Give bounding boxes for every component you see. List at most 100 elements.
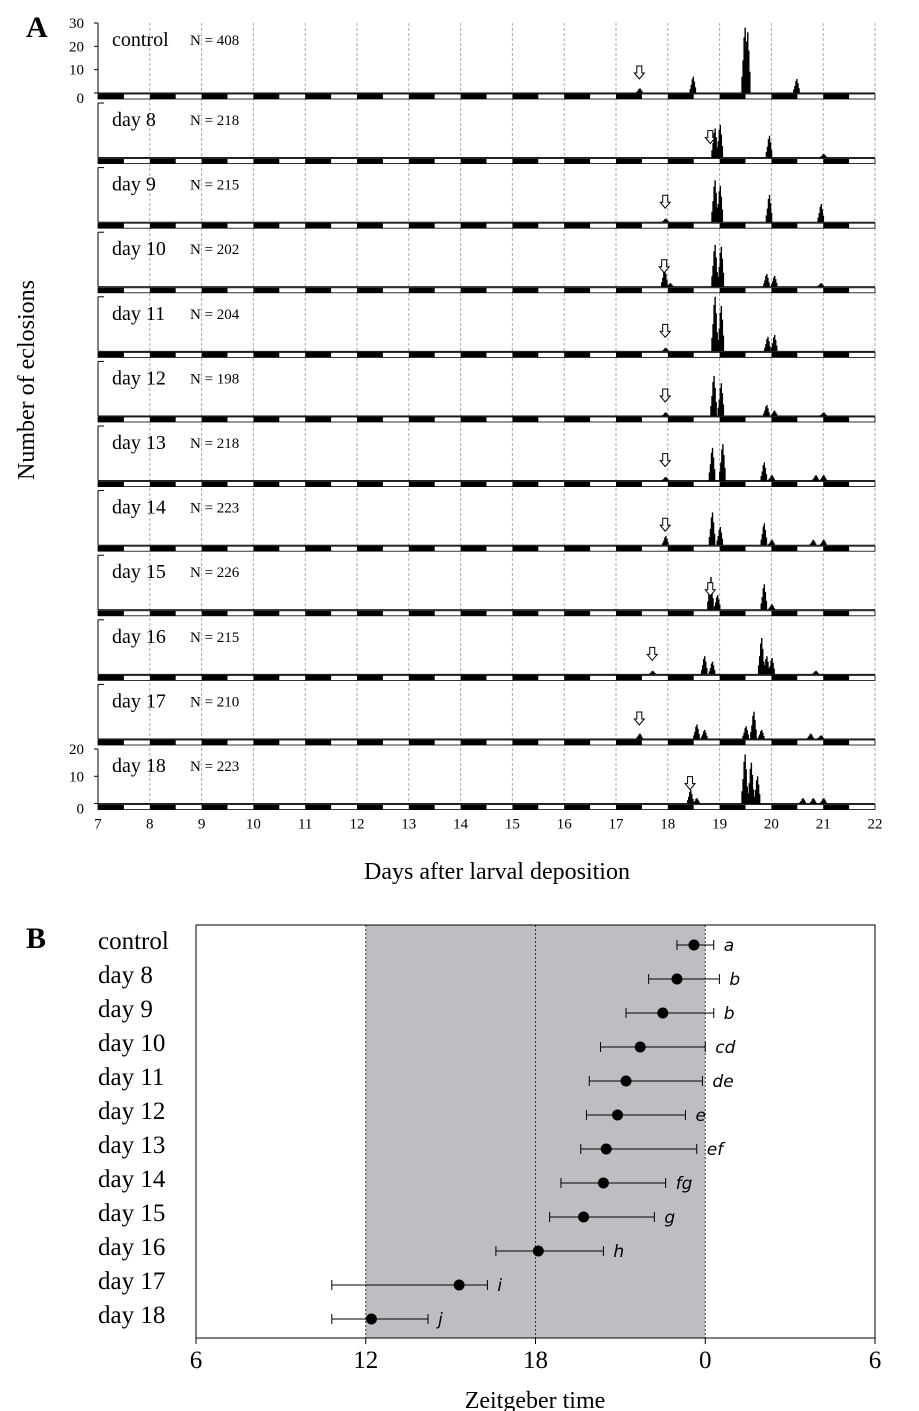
dark-phase-block (305, 675, 332, 681)
dark-phase-block (771, 546, 798, 552)
eclosion-bar (768, 543, 770, 546)
eclosion-bar (715, 137, 717, 158)
eclosion-bar (772, 277, 775, 287)
eclosion-bar (810, 800, 813, 804)
mean-point (365, 1313, 377, 1325)
dark-phase-block (305, 804, 332, 810)
eclosion-bar (820, 479, 822, 481)
eclosion-bar (818, 213, 820, 223)
dark-phase-block (823, 352, 850, 358)
y-tick-label: 0 (77, 91, 85, 107)
eclosion-bar (793, 89, 795, 93)
eclosion-bar (764, 665, 766, 675)
eclosion-bar (712, 143, 714, 158)
eclosion-bar (746, 786, 748, 804)
significance-letter: fg (676, 1174, 693, 1194)
eclosion-bar (748, 50, 750, 93)
eclosion-bar (775, 279, 777, 287)
dark-phase-block (512, 417, 539, 422)
dark-phase-block (667, 287, 694, 293)
eclosion-bar (764, 280, 766, 287)
y-tick-label: 10 (69, 63, 84, 79)
first-eclosion-arrow (659, 323, 672, 339)
eclosion-bar (665, 536, 667, 546)
dark-phase-block (616, 417, 642, 422)
panel-b-letter: B (26, 922, 46, 955)
eclosion-bar (763, 669, 765, 675)
dark-phase-block (460, 610, 487, 616)
eclosion-bar (761, 638, 763, 675)
first-eclosion-arrow (633, 711, 646, 726)
eclosion-bar (772, 605, 774, 610)
eclosion-bar (724, 467, 726, 481)
dark-phase-block (357, 546, 383, 552)
series-n-label: N = 218 (190, 113, 239, 129)
eclosion-bar (776, 345, 778, 352)
dark-phase-block (512, 158, 539, 164)
eclosion-bar (771, 604, 773, 610)
eclosion-bar (711, 512, 714, 546)
eclosion-bar (820, 204, 823, 223)
dark-phase-block (201, 675, 228, 681)
eclosion-bar (691, 794, 693, 804)
first-eclosion-arrow (633, 65, 646, 80)
eclosion-bar (758, 794, 761, 804)
dark-phase-block (564, 481, 591, 487)
eclosion-bar (817, 285, 819, 287)
dark-phase-block (149, 804, 176, 810)
dark-phase-block (719, 546, 746, 552)
eclosion-bar (760, 731, 762, 739)
eclosion-bar (811, 798, 814, 804)
eclosion-bar (762, 648, 764, 675)
eclosion-bar (716, 272, 718, 287)
x-tick-label: 20 (764, 817, 779, 833)
dark-phase-block (719, 740, 746, 745)
eclosion-bar (761, 597, 763, 610)
eclosion-bar (823, 798, 825, 804)
eclosion-bar (772, 337, 775, 352)
eclosion-bar (750, 732, 752, 739)
dark-phase-block (512, 610, 539, 616)
eclosion-bar (718, 191, 720, 223)
dark-phase-block (512, 740, 539, 745)
dark-phase-block (357, 352, 383, 358)
eclosion-bar (715, 597, 718, 610)
eclosion-bar (760, 603, 762, 610)
eclosion-bar (767, 408, 769, 416)
eclosion-bar (696, 798, 698, 804)
dark-phase-block (357, 740, 383, 745)
eclosion-bar (820, 415, 822, 416)
dark-phase-block (616, 158, 642, 164)
eclosion-bar (719, 185, 721, 223)
series-label: day 11 (112, 303, 165, 325)
eclosion-bar (773, 275, 776, 287)
dark-phase-block (98, 287, 124, 293)
dark-phase-block (253, 287, 280, 293)
dark-phase-block (201, 740, 228, 745)
eclosion-bar (770, 347, 773, 352)
eclosion-bar (718, 529, 720, 546)
dark-phase-block (149, 352, 176, 358)
eclosion-bar (765, 275, 767, 287)
eclosion-bar (769, 607, 771, 610)
significance-letter: ef (707, 1140, 726, 1160)
eclosion-bar (717, 340, 719, 352)
eclosion-bar (770, 475, 772, 481)
series-label: control (112, 29, 169, 51)
eclosion-bar (714, 244, 716, 287)
dark-phase-block (460, 352, 487, 358)
eclosion-bar (636, 91, 638, 93)
eclosion-bar (771, 539, 773, 546)
eclosion-bar (698, 733, 700, 739)
dark-phase-block (460, 804, 487, 810)
dark-phase-block (823, 94, 850, 99)
dark-phase-block (149, 223, 176, 229)
eclosion-bar (640, 735, 642, 739)
row-label: day 14 (98, 1166, 166, 1193)
eclosion-bar (715, 257, 717, 287)
eclosion-bar (712, 324, 714, 352)
eclosion-bar (718, 129, 720, 158)
eclosion-bar (717, 276, 719, 287)
eclosion-bar (818, 284, 820, 287)
dark-phase-block (408, 158, 435, 164)
